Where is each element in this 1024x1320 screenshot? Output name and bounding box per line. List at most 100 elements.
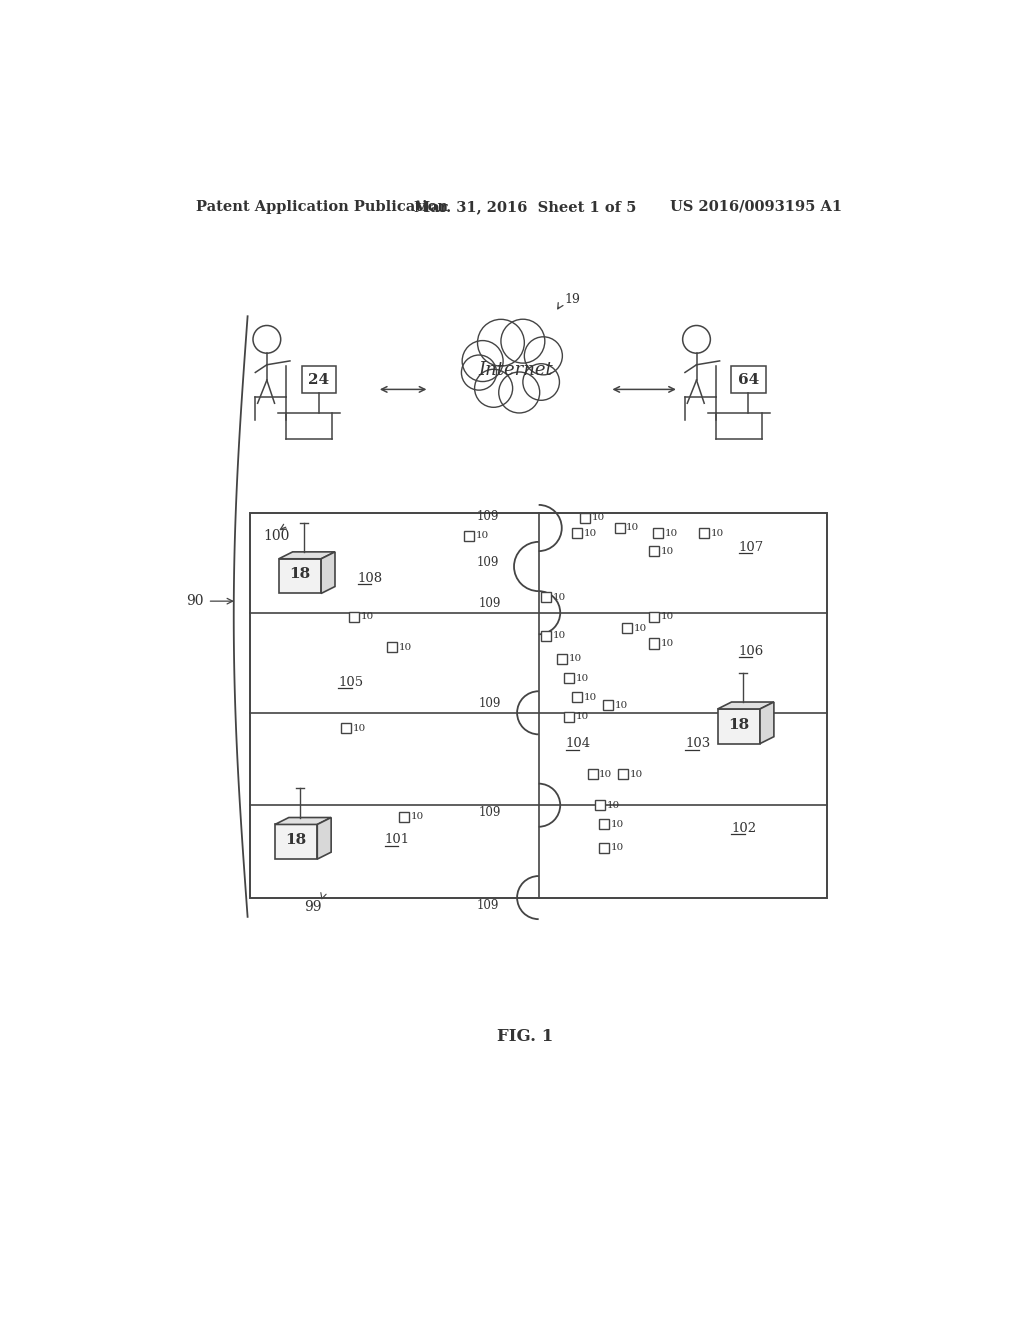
Text: 107: 107 [739, 541, 764, 554]
Polygon shape [317, 817, 331, 859]
Text: 104: 104 [565, 737, 591, 750]
Bar [542, 631, 551, 640]
Text: 109: 109 [478, 697, 501, 710]
Text: 64: 64 [738, 372, 759, 387]
Text: 105: 105 [339, 676, 364, 689]
Text: 10: 10 [626, 524, 639, 532]
Bar [588, 770, 598, 779]
Circle shape [523, 364, 559, 400]
Bar [341, 723, 351, 733]
Bar [557, 653, 566, 664]
Bar [349, 611, 358, 622]
Text: 101: 101 [385, 833, 410, 846]
Text: 99: 99 [304, 900, 322, 913]
Circle shape [499, 372, 540, 413]
Text: 109: 109 [477, 556, 500, 569]
Bar [649, 546, 659, 556]
Bar [572, 528, 583, 539]
Text: 10: 10 [599, 770, 612, 779]
Text: 10: 10 [584, 529, 597, 537]
Bar [595, 800, 605, 810]
Text: 103: 103 [685, 737, 711, 750]
Text: 10: 10 [660, 639, 674, 648]
Text: 10: 10 [610, 820, 624, 829]
Circle shape [501, 319, 545, 363]
Ellipse shape [438, 314, 592, 418]
Text: 10: 10 [592, 513, 604, 523]
Bar [542, 593, 551, 602]
Bar [649, 639, 659, 648]
Bar [623, 623, 632, 634]
Bar [580, 513, 590, 523]
Polygon shape [274, 825, 317, 859]
Text: FIG. 1: FIG. 1 [497, 1028, 553, 1044]
Bar [603, 700, 613, 710]
Bar [387, 643, 397, 652]
Text: 10: 10 [607, 801, 621, 809]
Polygon shape [718, 702, 774, 709]
Text: 10: 10 [660, 546, 674, 556]
Text: 106: 106 [739, 644, 764, 657]
Text: 18: 18 [290, 568, 310, 581]
Text: 10: 10 [360, 612, 374, 620]
Text: 19: 19 [564, 293, 580, 306]
Bar [731, 366, 766, 393]
Bar [699, 528, 710, 539]
Text: 18: 18 [728, 718, 750, 731]
Text: 10: 10 [634, 623, 647, 632]
Bar [572, 693, 583, 702]
Text: 10: 10 [476, 531, 489, 540]
Text: 10: 10 [577, 673, 589, 682]
Text: 10: 10 [665, 529, 678, 537]
Text: 109: 109 [477, 899, 500, 912]
Polygon shape [322, 552, 335, 594]
Circle shape [477, 319, 524, 366]
Polygon shape [279, 552, 335, 558]
Text: 10: 10 [711, 529, 724, 537]
Bar [564, 673, 574, 684]
Text: Mar. 31, 2016  Sheet 1 of 5: Mar. 31, 2016 Sheet 1 of 5 [414, 199, 636, 214]
Text: 109: 109 [478, 807, 501, 820]
Text: 102: 102 [731, 822, 757, 834]
Text: 100: 100 [263, 529, 290, 543]
Bar [301, 366, 336, 393]
Text: 10: 10 [614, 701, 628, 710]
Bar [564, 711, 574, 722]
Text: 10: 10 [399, 643, 412, 652]
Bar [399, 812, 409, 822]
Text: Internet: Internet [478, 362, 553, 379]
Text: 10: 10 [660, 612, 674, 620]
Bar [653, 528, 663, 539]
Bar [599, 842, 609, 853]
Circle shape [474, 370, 513, 408]
Text: 18: 18 [286, 833, 307, 847]
Circle shape [462, 355, 497, 391]
Text: US 2016/0093195 A1: US 2016/0093195 A1 [670, 199, 842, 214]
Text: 109: 109 [478, 597, 501, 610]
Text: 109: 109 [477, 510, 500, 523]
Text: 10: 10 [411, 812, 424, 821]
Text: 24: 24 [308, 372, 330, 387]
Text: 10: 10 [610, 843, 624, 851]
Bar [599, 820, 609, 829]
Bar [464, 531, 474, 541]
Polygon shape [279, 558, 322, 594]
Bar [250, 512, 827, 898]
Text: 10: 10 [630, 770, 643, 779]
Circle shape [462, 341, 503, 381]
Text: 10: 10 [584, 693, 597, 702]
Text: 10: 10 [568, 655, 582, 664]
Polygon shape [274, 817, 331, 825]
Circle shape [524, 337, 562, 375]
Text: 10: 10 [553, 631, 566, 640]
Text: 90: 90 [186, 594, 204, 609]
Text: 108: 108 [357, 572, 383, 585]
Bar [649, 611, 659, 622]
Bar [614, 523, 625, 533]
Text: 10: 10 [577, 713, 589, 721]
Text: 10: 10 [553, 593, 566, 602]
Text: Patent Application Publication: Patent Application Publication [196, 199, 449, 214]
Text: 10: 10 [352, 723, 366, 733]
Bar [618, 770, 629, 779]
Polygon shape [718, 709, 760, 743]
